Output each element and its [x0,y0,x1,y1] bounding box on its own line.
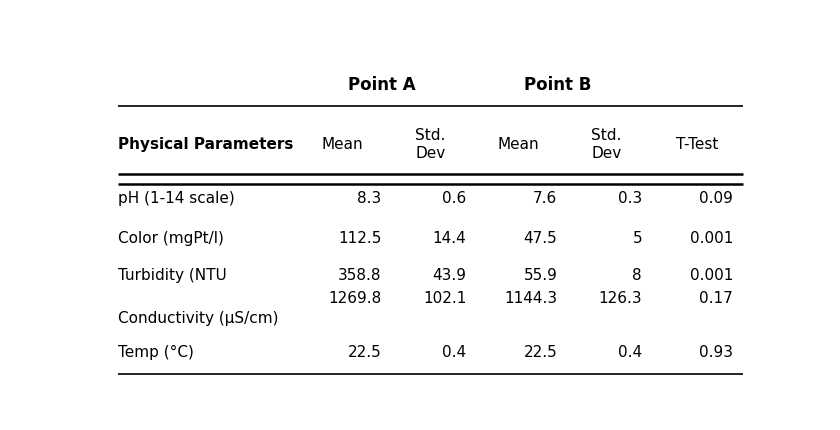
Text: 8.3: 8.3 [358,191,381,206]
Text: Physical Parameters: Physical Parameters [118,137,293,152]
Text: 0.93: 0.93 [699,345,733,360]
Text: 126.3: 126.3 [598,291,642,306]
Text: 1144.3: 1144.3 [504,291,558,306]
Text: 0.4: 0.4 [618,345,642,360]
Text: Turbidity (NTU: Turbidity (NTU [118,267,227,283]
Text: 22.5: 22.5 [523,345,558,360]
Text: Point A: Point A [348,76,416,94]
Text: 47.5: 47.5 [523,231,558,246]
Text: 0.17: 0.17 [700,291,733,306]
Text: 1269.8: 1269.8 [328,291,381,306]
Text: Point B: Point B [524,76,591,94]
Text: 112.5: 112.5 [339,231,381,246]
Text: T-Test: T-Test [676,137,718,152]
Text: Mean: Mean [497,137,539,152]
Text: 358.8: 358.8 [339,267,381,283]
Text: pH (1-14 scale): pH (1-14 scale) [118,191,234,206]
Text: Color (mgPt/l): Color (mgPt/l) [118,231,224,246]
Text: 0.001: 0.001 [690,231,733,246]
Text: Conductivity (μS/cm): Conductivity (μS/cm) [118,310,279,326]
Text: Temp (°C): Temp (°C) [118,345,194,360]
Text: Std.
Dev: Std. Dev [591,128,622,160]
Text: 8: 8 [633,267,642,283]
Text: 0.6: 0.6 [442,191,466,206]
Text: 0.001: 0.001 [690,267,733,283]
Text: 5: 5 [633,231,642,246]
Text: Mean: Mean [322,137,364,152]
Text: 22.5: 22.5 [348,345,381,360]
Text: 43.9: 43.9 [433,267,466,283]
Text: 7.6: 7.6 [533,191,558,206]
Text: 0.09: 0.09 [700,191,733,206]
Text: 14.4: 14.4 [433,231,466,246]
Text: 0.4: 0.4 [442,345,466,360]
Text: Std.
Dev: Std. Dev [415,128,446,160]
Text: 102.1: 102.1 [423,291,466,306]
Text: 0.3: 0.3 [618,191,642,206]
Text: 55.9: 55.9 [523,267,558,283]
